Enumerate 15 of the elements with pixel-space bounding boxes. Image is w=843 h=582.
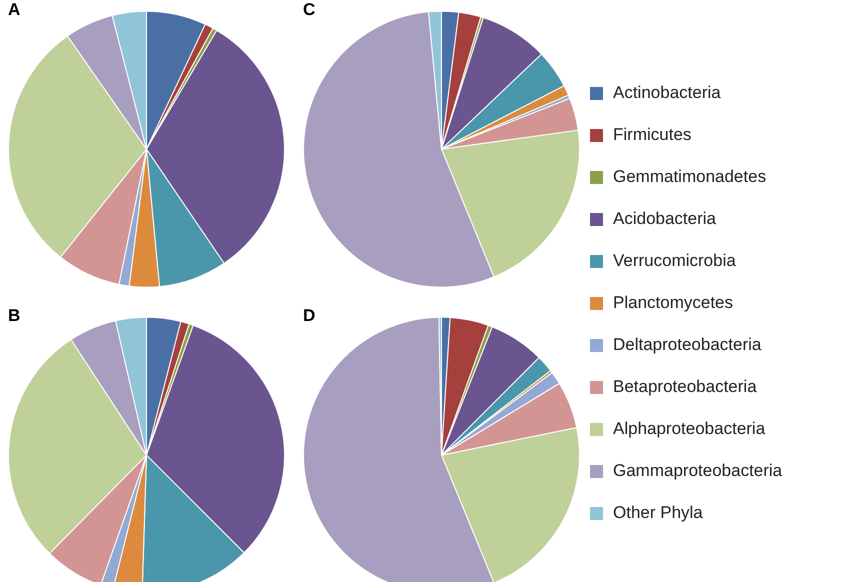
legend-label: Firmicutes xyxy=(613,125,692,145)
legend-label: Planctomycetes xyxy=(613,293,733,313)
chart-title: D xyxy=(303,306,316,325)
legend-label: Gammaproteobacteria xyxy=(613,461,782,481)
legend-label: Acidobacteria xyxy=(613,209,716,229)
legend-label: Actinobacteria xyxy=(613,83,721,103)
legend-label: Other Phyla xyxy=(613,503,703,523)
legend-label: Betaproteobacteria xyxy=(613,377,757,397)
legend-label: Verrucomicrobia xyxy=(613,251,736,271)
chart-title: C xyxy=(303,0,316,19)
legend-label: Alphaproteobacteria xyxy=(613,419,766,439)
chart-title: B xyxy=(8,306,20,325)
legend-label: Deltaproteobacteria xyxy=(613,335,762,355)
chart-title: A xyxy=(8,0,20,19)
legend-label: Gemmatimonadetes xyxy=(613,167,766,187)
